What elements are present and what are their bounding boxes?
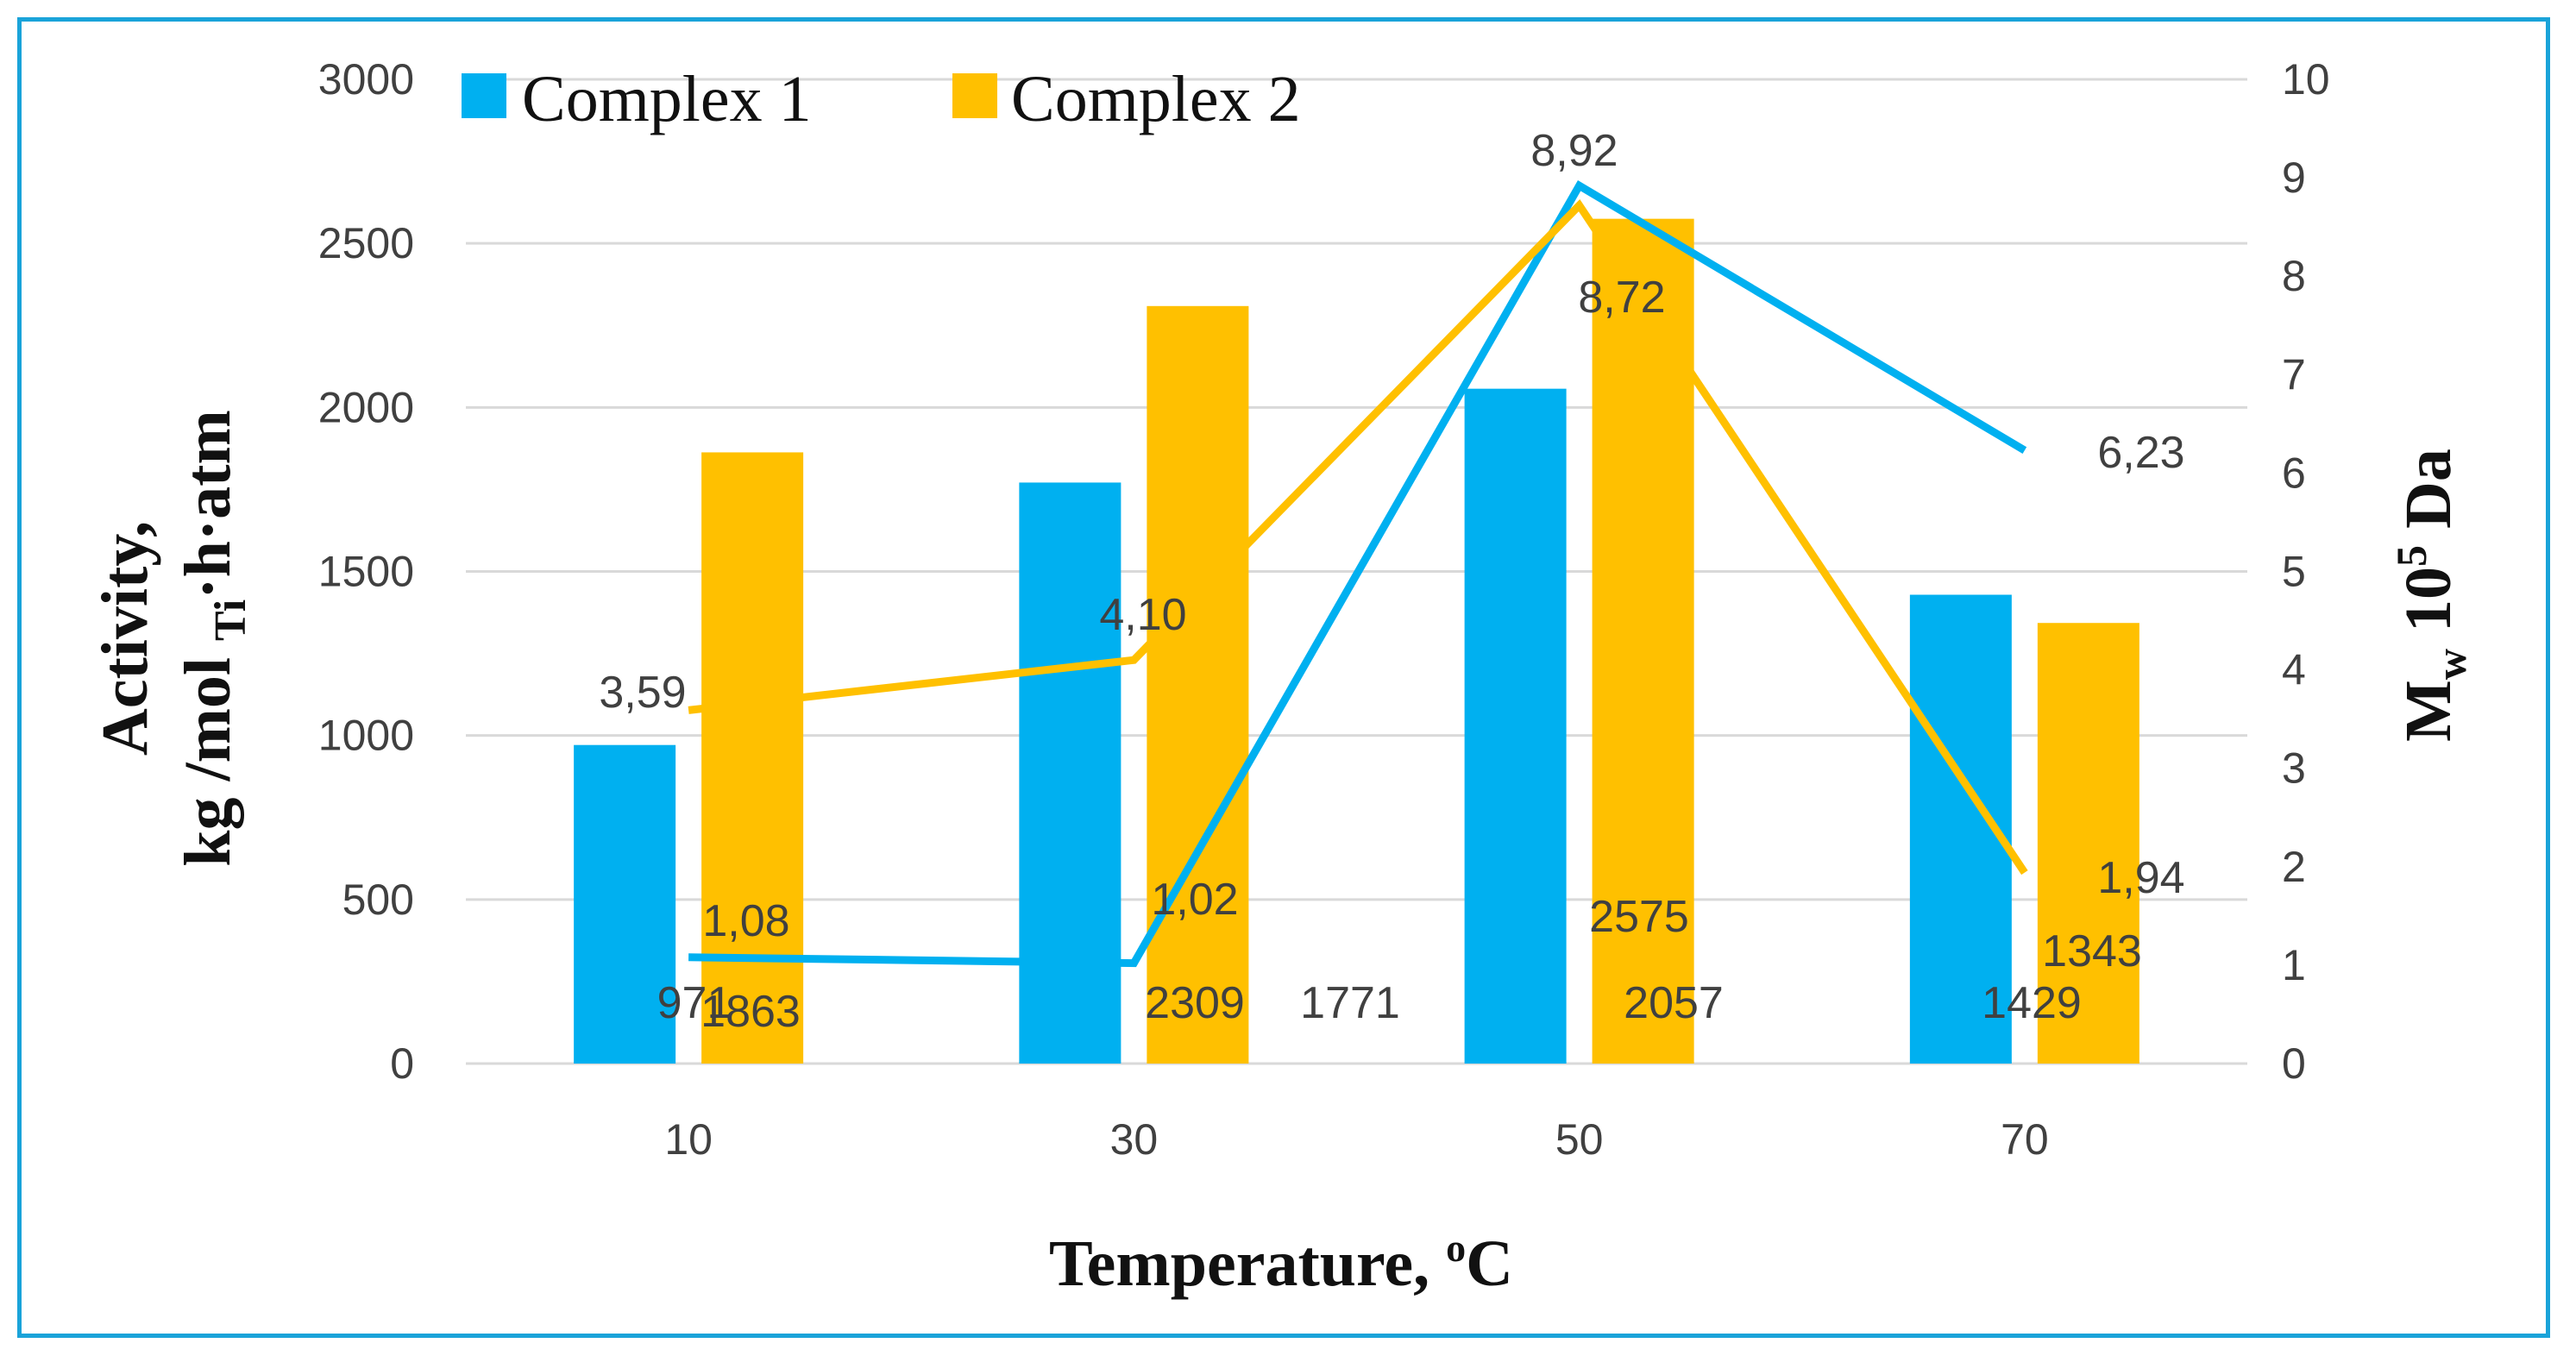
line-data-label: 6,23 bbox=[2097, 428, 2184, 478]
bar-complex-2 bbox=[1147, 305, 1249, 1064]
y2-tick-label: 4 bbox=[2282, 646, 2306, 694]
y2-axis-title-text: Mw 105 Da bbox=[2387, 449, 2475, 742]
y-tick-label: 2500 bbox=[318, 219, 414, 267]
axes: 0 500 1000 1500 2000 2500 3000 0 1 2 3 4 5 6 7 8 9 10 10 30… bbox=[318, 55, 2330, 1164]
bar-complex-2 bbox=[2037, 623, 2139, 1064]
y-axis-title-line2-pre: kg /mol bbox=[172, 641, 244, 867]
bar-data-label: 971 bbox=[657, 978, 732, 1028]
x-tick-label: 10 bbox=[664, 1115, 713, 1164]
y2-axis-title-sub: w bbox=[2427, 649, 2475, 680]
x-axis-title-unit: C bbox=[1466, 1227, 1513, 1300]
x-tick-label: 50 bbox=[1555, 1115, 1604, 1164]
y2-tick-label: 9 bbox=[2282, 154, 2306, 202]
y-tick-label: 0 bbox=[390, 1039, 414, 1088]
x-axis-title: Temperature, oC bbox=[1049, 1226, 1513, 1300]
lines bbox=[688, 180, 2028, 968]
y2-tick-label: 7 bbox=[2282, 350, 2306, 399]
x-tick-label: 70 bbox=[2001, 1115, 2049, 1164]
line-data-label: 8,92 bbox=[1530, 126, 1618, 176]
bar-data-label: 1343 bbox=[2042, 926, 2142, 976]
y2-tick-label: 2 bbox=[2282, 843, 2306, 891]
bar-data-label: 1771 bbox=[1300, 978, 1400, 1028]
y2-tick-label: 0 bbox=[2282, 1039, 2306, 1088]
y-axis-title-line2-sub: Ti bbox=[206, 599, 255, 641]
line-data-label: 1,02 bbox=[1151, 875, 1238, 925]
x-axis-title-sup: o bbox=[1446, 1226, 1466, 1270]
y2-axis-title: Mw 105 Da bbox=[2387, 449, 2475, 742]
line-data-label: 1,08 bbox=[702, 896, 789, 946]
y2-tick-label: 5 bbox=[2282, 548, 2306, 596]
y-tick-label: 3000 bbox=[318, 55, 414, 104]
line-complex-2-mw bbox=[688, 198, 2028, 876]
y2-axis-title-pre: M bbox=[2392, 680, 2465, 742]
y-tick-label: 1500 bbox=[318, 548, 414, 596]
line-data-label: 1,94 bbox=[2097, 853, 2184, 903]
bar-complex-2 bbox=[1592, 218, 1694, 1064]
y2-tick-label: 6 bbox=[2282, 449, 2306, 497]
y-tick-label: 2000 bbox=[318, 383, 414, 431]
bar-data-label: 2309 bbox=[1145, 978, 1245, 1028]
y-axis-title-line2-post: ·h·atm bbox=[172, 410, 244, 599]
y-axis-title-line2: kg /mol Ti·h·atm bbox=[172, 410, 255, 867]
y2-axis-title-mid: 10 bbox=[2392, 567, 2465, 649]
bar-complex-1 bbox=[1019, 482, 1122, 1064]
bar-complex-2 bbox=[701, 452, 804, 1064]
data-labels: 971 1771 2057 1429 1863 2309 2575 1343 1,08 1,02 8… bbox=[599, 126, 2184, 1037]
legend-swatch-complex-1 bbox=[462, 73, 506, 118]
line-complex-1-mw bbox=[688, 180, 2027, 968]
bars bbox=[574, 218, 2139, 1064]
y-axis-title: Activity, kg /mol Ti·h·atm bbox=[89, 410, 255, 867]
y-tick-label: 500 bbox=[342, 876, 414, 924]
line-data-label: 4,10 bbox=[1099, 590, 1186, 640]
y2-tick-label: 8 bbox=[2282, 252, 2306, 300]
legend-swatch-complex-2 bbox=[952, 73, 997, 118]
bar-data-label: 1863 bbox=[701, 987, 801, 1037]
legend: Complex 1 Complex 2 bbox=[462, 63, 1301, 135]
bar-data-label: 1429 bbox=[1982, 978, 2082, 1028]
bar-data-label: 2057 bbox=[1624, 978, 1724, 1028]
bar-complex-1 bbox=[574, 744, 676, 1064]
x-axis-title-text: Temperature, bbox=[1049, 1227, 1446, 1300]
y2-tick-label: 1 bbox=[2282, 941, 2306, 989]
y2-tick-label: 10 bbox=[2282, 55, 2330, 104]
line-data-label: 3,59 bbox=[599, 668, 686, 718]
y2-tick-label: 3 bbox=[2282, 744, 2306, 793]
y-tick-label: 1000 bbox=[318, 712, 414, 760]
y2-axis-title-sup: 5 bbox=[2387, 545, 2435, 567]
x-tick-label: 30 bbox=[1110, 1115, 1159, 1164]
y2-axis-title-post: Da bbox=[2392, 449, 2465, 545]
legend-label-complex-1: Complex 1 bbox=[522, 63, 812, 135]
y-axis-title-line1: Activity, bbox=[89, 521, 161, 756]
legend-label-complex-2: Complex 2 bbox=[1011, 63, 1301, 135]
bar-data-label: 2575 bbox=[1589, 892, 1689, 942]
line-data-label: 8,72 bbox=[1578, 273, 1665, 323]
bar-complex-1 bbox=[1464, 388, 1567, 1064]
